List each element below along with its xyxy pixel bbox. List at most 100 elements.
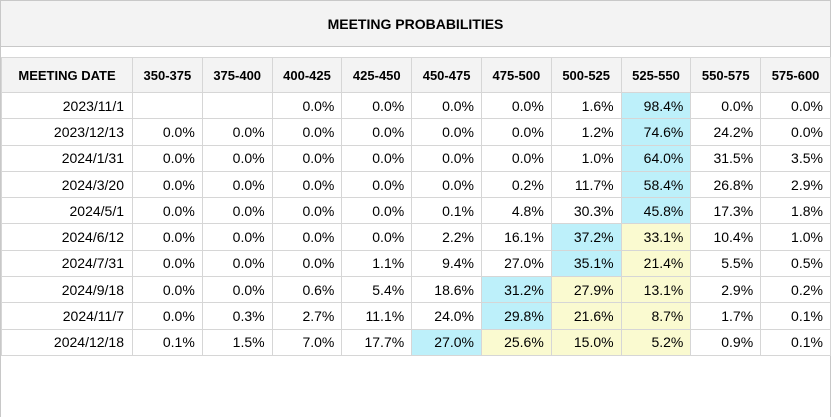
probability-cell: 0.2% — [480, 170, 552, 199]
probability-cell: 0.0% — [760, 118, 831, 146]
probability-cell: 31.2% — [480, 276, 552, 304]
probability-cell: 0.0% — [341, 170, 413, 199]
probability-cell: 0.0% — [201, 144, 273, 172]
probability-cell: 27.9% — [550, 276, 622, 304]
probability-cell: 1.0% — [760, 223, 831, 251]
probability-cell: 0.0% — [132, 302, 203, 330]
probability-cell: 13.1% — [620, 276, 692, 304]
table-row: 2024/5/1 0.0% 0.0% 0.0% 0.0% 0.1% 4.8% 30.3% 45.… — [1, 197, 831, 225]
probability-cell: 37.2% — [550, 223, 622, 251]
probability-cell: 8.7% — [620, 302, 692, 330]
probability-cell: 0.0% — [201, 276, 273, 304]
probability-cell: 0.0% — [132, 118, 203, 146]
meeting-date-cell: 2024/11/7 — [1, 302, 133, 330]
probability-cell — [132, 91, 203, 120]
probability-cell: 11.7% — [550, 170, 622, 199]
probability-cell: 0.0% — [480, 91, 552, 120]
probability-cell: 21.6% — [550, 302, 622, 330]
probability-cell: 0.1% — [760, 328, 831, 356]
probability-cell: 1.5% — [201, 328, 273, 356]
probability-cell: 64.0% — [620, 144, 692, 172]
probability-cell: 27.0% — [480, 249, 552, 278]
column-header-425-450[interactable]: 425-450 — [341, 57, 413, 93]
probability-cell: 0.0% — [132, 249, 203, 278]
column-header-meeting-date[interactable]: MEETING DATE — [1, 57, 133, 93]
probability-cell — [201, 91, 273, 120]
probability-cell: 17.3% — [690, 197, 762, 225]
column-header-550-575[interactable]: 550-575 — [690, 57, 762, 93]
table-row: 2024/7/31 0.0% 0.0% 0.0% 1.1% 9.4% 27.0% 35.1% 2… — [1, 249, 831, 278]
probability-cell: 26.8% — [690, 170, 762, 199]
probability-cell: 0.0% — [271, 197, 343, 225]
probability-cell: 45.8% — [620, 197, 692, 225]
probability-cell: 0.0% — [271, 144, 343, 172]
probability-cell: 5.4% — [341, 276, 413, 304]
table-row: 2024/1/31 0.0% 0.0% 0.0% 0.0% 0.0% 0.0% 1.0% 64.… — [1, 144, 831, 172]
probability-cell: 0.0% — [132, 144, 203, 172]
probability-cell: 1.0% — [550, 144, 622, 172]
probability-cell: 2.7% — [271, 302, 343, 330]
probability-cell: 0.0% — [271, 223, 343, 251]
probability-cell: 0.0% — [341, 118, 413, 146]
probability-cell: 1.1% — [341, 249, 413, 278]
probability-cell: 0.0% — [201, 197, 273, 225]
probability-cell: 0.0% — [271, 91, 343, 120]
column-header-475-500[interactable]: 475-500 — [480, 57, 552, 93]
probability-cell: 74.6% — [620, 118, 692, 146]
meeting-date-cell: 2024/5/1 — [1, 197, 133, 225]
table-row: 2024/9/18 0.0% 0.0% 0.6% 5.4% 18.6% 31.2% 27.9%… — [1, 276, 831, 304]
probability-cell: 2.2% — [411, 223, 482, 251]
meeting-date-cell: 2024/7/31 — [1, 249, 133, 278]
probability-cell: 2.9% — [690, 276, 762, 304]
panel-title-text: MEETING PROBABILITIES — [327, 15, 504, 32]
probability-cell: 0.1% — [760, 302, 831, 330]
probability-cell: 4.8% — [480, 197, 552, 225]
probability-cell: 0.0% — [411, 91, 482, 120]
table-row: 2023/12/13 0.0% 0.0% 0.0% 0.0% 0.0% 0.0% 1.2% 74… — [1, 118, 831, 146]
column-header-375-400[interactable]: 375-400 — [201, 57, 273, 93]
meeting-date-cell: 2024/1/31 — [1, 144, 133, 172]
probability-cell: 11.1% — [341, 302, 413, 330]
column-header-500-525[interactable]: 500-525 — [550, 57, 622, 93]
probability-cell: 0.0% — [341, 197, 413, 225]
probability-cell: 9.4% — [411, 249, 482, 278]
column-header-450-475[interactable]: 450-475 — [411, 57, 482, 93]
probability-cell: 0.0% — [411, 118, 482, 146]
column-header-400-425[interactable]: 400-425 — [271, 57, 343, 93]
probability-cell: 3.5% — [760, 144, 831, 172]
probability-cell: 24.0% — [411, 302, 482, 330]
column-header-575-600[interactable]: 575-600 — [760, 57, 831, 93]
probability-cell: 18.6% — [411, 276, 482, 304]
probability-cell: 0.1% — [132, 328, 203, 356]
probability-cell: 7.0% — [271, 328, 343, 356]
probability-cell: 29.8% — [480, 302, 552, 330]
meeting-date-cell: 2024/3/20 — [1, 170, 133, 199]
probability-cell: 1.2% — [550, 118, 622, 146]
probability-cell: 58.4% — [620, 170, 692, 199]
probability-cell: 1.8% — [760, 197, 831, 225]
probability-cell: 17.7% — [341, 328, 413, 356]
probability-cell: 24.2% — [690, 118, 762, 146]
probability-cell: 0.0% — [480, 118, 552, 146]
probability-cell: 33.1% — [620, 223, 692, 251]
probability-cell: 0.0% — [201, 118, 273, 146]
probability-cell: 0.0% — [201, 249, 273, 278]
probability-cell: 21.4% — [620, 249, 692, 278]
probability-cell: 0.6% — [271, 276, 343, 304]
probability-cell: 30.3% — [550, 197, 622, 225]
probability-cell: 0.0% — [271, 170, 343, 199]
probability-cell: 0.0% — [271, 118, 343, 146]
table-header-row: MEETING DATE 350-375 375-400 400-425 425… — [1, 57, 831, 93]
probability-cell: 5.5% — [690, 249, 762, 278]
column-header-350-375[interactable]: 350-375 — [132, 57, 203, 93]
probability-cell: 1.6% — [550, 91, 622, 120]
probability-cell: 0.0% — [341, 223, 413, 251]
meeting-date-cell: 2023/12/13 — [1, 118, 133, 146]
probability-cell: 0.9% — [690, 328, 762, 356]
probability-cell: 0.0% — [271, 249, 343, 278]
probability-cell: 2.9% — [760, 170, 831, 199]
probability-cell: 5.2% — [620, 328, 692, 356]
column-header-525-550[interactable]: 525-550 — [620, 57, 692, 93]
probability-cell: 98.4% — [620, 91, 692, 120]
